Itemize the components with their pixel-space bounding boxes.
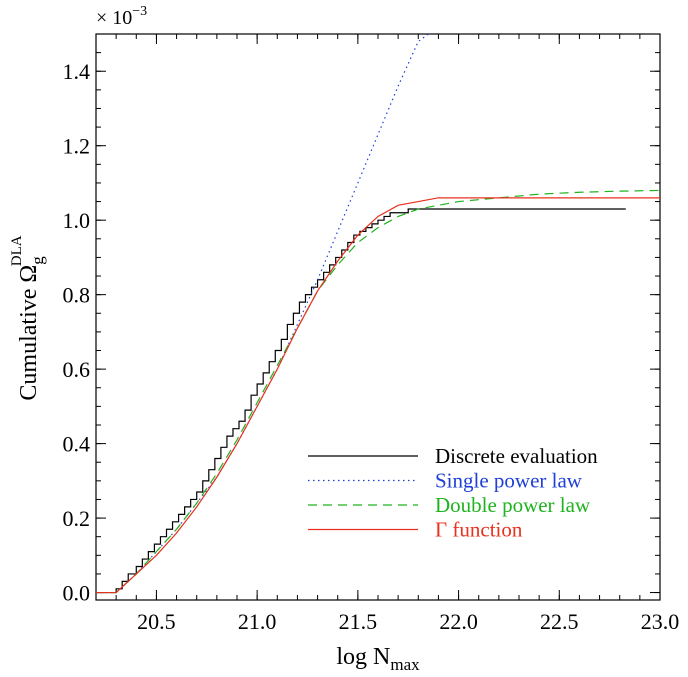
y-tick-label: 1.4 bbox=[63, 59, 91, 84]
y-tick-label: 0.2 bbox=[63, 506, 91, 531]
y-tick-label: 1.0 bbox=[63, 208, 91, 233]
x-tick-label: 20.5 bbox=[137, 609, 176, 634]
x-tick-label: 22.0 bbox=[439, 609, 478, 634]
y-tick-label: 0.8 bbox=[63, 283, 91, 308]
legend-label: Γ function bbox=[435, 518, 523, 542]
y-tick-label: 1.2 bbox=[63, 134, 91, 159]
y-tick-label: 0.6 bbox=[63, 357, 91, 382]
legend-label: Discrete evaluation bbox=[435, 444, 598, 468]
x-axis-label: log Nmax bbox=[336, 644, 420, 674]
series-line-3 bbox=[96, 197, 660, 594]
axis-ticks bbox=[95, 33, 661, 600]
legend-label: Single power law bbox=[435, 469, 583, 493]
axis-tick-labels: 20.5 21.0 21.5 22.0 22.5 23.0 0.0 0.2 0.4 0.6 0.8 1… bbox=[63, 59, 680, 634]
legend-label: Double power law bbox=[435, 493, 591, 517]
y-tick-label: 0.4 bbox=[63, 432, 91, 457]
y-axis-multiplier: × 10−3 bbox=[96, 4, 147, 29]
x-tick-label: 22.5 bbox=[540, 609, 579, 634]
series-line-2 bbox=[96, 189, 660, 594]
y-axis-label: Cumulative ΩgDLA bbox=[9, 235, 47, 400]
series-layer bbox=[96, 34, 660, 594]
x-tick-label: 21.5 bbox=[339, 609, 378, 634]
x-tick-label: 21.0 bbox=[238, 609, 277, 634]
series-line-1 bbox=[96, 34, 429, 594]
y-tick-label: 0.0 bbox=[63, 581, 91, 606]
x-tick-label: 23.0 bbox=[641, 609, 680, 634]
